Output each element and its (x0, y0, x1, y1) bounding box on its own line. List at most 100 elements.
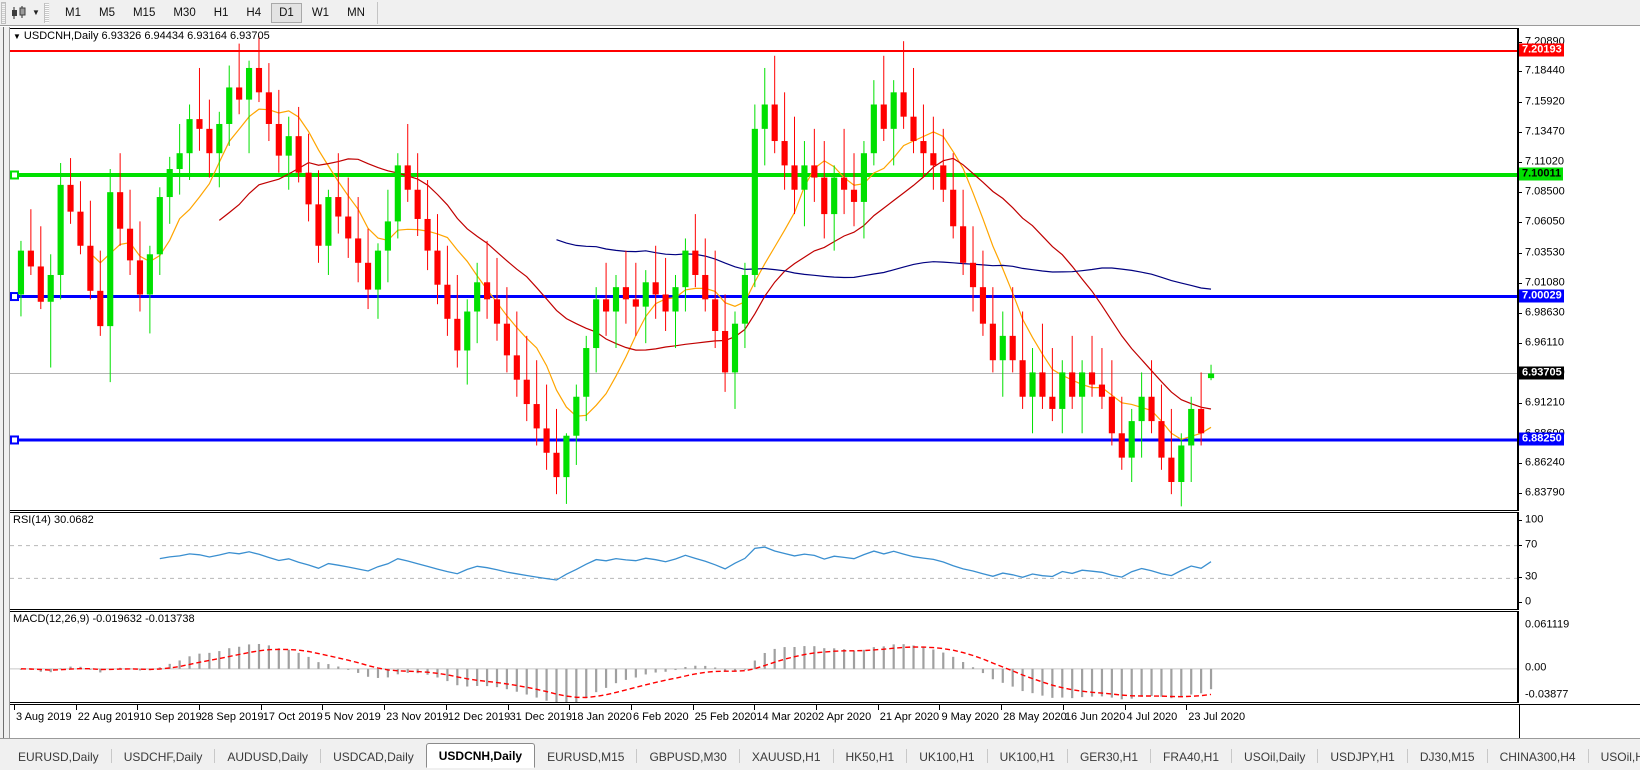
price-tick-label: 7.13470 (1525, 125, 1565, 138)
price-tick (1518, 343, 1522, 345)
pivot-level-tag[interactable]: 7.10011 (1519, 167, 1564, 181)
time-tick-label: 23 Nov 2019 (386, 711, 449, 723)
macd-scale[interactable]: 0.061119 0.00 -0.03877 (1518, 611, 1640, 703)
time-tick-label: 16 Jun 2020 (1064, 711, 1126, 723)
chart-tab-fra40-h1[interactable]: FRA40,H1 (1163, 749, 1220, 764)
support2-level-tag[interactable]: 6.88250 (1519, 432, 1564, 446)
time-axis[interactable]: 3 Aug 2019 22 Aug 2019 10 Sep 2019 28 Sep 2… (10, 704, 1519, 739)
chart-tab-gbpusd-m30[interactable]: GBPUSD,M30 (649, 749, 727, 764)
price-scale[interactable]: 7.20890 7.18440 7.15920 7.13470 7.11020 7.085… (1518, 28, 1640, 511)
chart-tab-uk100-h1[interactable]: UK100,H1 (999, 749, 1055, 764)
line-handle[interactable] (10, 170, 19, 180)
time-tick (1062, 705, 1064, 710)
chevron-down-icon[interactable]: ▼ (32, 8, 40, 17)
time-tick-label: 9 May 2020 (941, 711, 999, 723)
time-tick (507, 705, 509, 710)
chart-tab-usoil-h4[interactable]: USOil,H4 (1600, 749, 1640, 764)
timeframe-button-m30[interactable]: M30 (173, 6, 196, 19)
window-left-rail (0, 27, 10, 739)
price-tick (1518, 192, 1522, 194)
macd-signal-line (20, 646, 1212, 699)
time-tick-label: 31 Dec 2019 (509, 711, 572, 723)
chart-ohlc-label: ▼ USDCNH,Daily 6.93326 6.94434 6.93164 6.… (13, 30, 270, 42)
macd-axis-line (1518, 611, 1519, 703)
chart-tab-hk50-h1[interactable]: HK50,H1 (845, 749, 895, 764)
support-level-tag[interactable]: 7.00029 (1519, 289, 1564, 303)
chart-window: ▼ USDCNH,Daily 6.93326 6.94434 6.93164 6.… (0, 26, 1640, 739)
chart-tab-usdcad-daily[interactable]: USDCAD,Daily (333, 749, 414, 764)
tab-separator (1486, 749, 1488, 763)
timeframe-button-m1[interactable]: M1 (65, 6, 81, 19)
time-tick-label: 21 Apr 2020 (879, 711, 940, 723)
rsi-tick-label: 70 (1525, 538, 1538, 551)
tab-separator (832, 749, 834, 763)
rsi-tick (1518, 577, 1522, 579)
line-handle[interactable] (10, 292, 19, 302)
chart-tab-eurusd-daily[interactable]: EURUSD,Daily (18, 749, 99, 764)
tab-separator (1317, 749, 1319, 763)
current-price-tag[interactable]: 6.93705 (1519, 366, 1564, 380)
chart-tab-usdchf-daily[interactable]: USDCHF,Daily (123, 749, 203, 764)
rsi-chart-canvas[interactable] (10, 513, 1517, 609)
macd-pane[interactable]: MACD(12,26,9) -0.019632 -0.013738 (10, 611, 1518, 703)
price-tick-label: 7.08500 (1525, 185, 1565, 198)
chart-tab-eurusd-m15[interactable]: EURUSD,M15 (547, 749, 625, 764)
price-tick-label: 7.03530 (1525, 246, 1565, 259)
price-tick (1518, 252, 1522, 254)
candlestick-icon[interactable] (8, 2, 30, 24)
chart-tab-usdjpy-h1[interactable]: USDJPY,H1 (1330, 749, 1395, 764)
time-tick (384, 705, 386, 710)
rsi-pane[interactable]: RSI(14) 30.0682 (10, 512, 1518, 610)
rsi-tick-label: 100 (1525, 513, 1544, 526)
toolbar-drag-handle[interactable] (1, 1, 6, 24)
toolbar-separator-end (376, 1, 378, 24)
chart-tab-usdcnh-daily[interactable]: USDCNH,Daily (425, 743, 536, 768)
tab-separator (320, 749, 322, 763)
time-tick (939, 705, 941, 710)
triangle-down-icon[interactable]: ▼ (13, 32, 21, 41)
timeframe-button-h1[interactable]: H1 (213, 6, 229, 19)
tab-separator (1406, 749, 1408, 763)
chart-tab-xauusd-h1[interactable]: XAUUSD,H1 (751, 749, 821, 764)
price-tick-label: 6.96110 (1525, 336, 1564, 349)
macd-chart-canvas[interactable] (10, 612, 1517, 702)
price-pane[interactable]: ▼ USDCNH,Daily 6.93326 6.94434 6.93164 6.… (10, 28, 1518, 511)
timeframe-button-m15[interactable]: M15 (132, 6, 156, 19)
resistance-level-tag[interactable]: 7.20193 (1519, 43, 1564, 57)
time-tick (1124, 705, 1126, 710)
price-tick (1518, 102, 1522, 104)
timeframe-button-m5[interactable]: M5 (98, 6, 115, 19)
price-axis-line (1518, 28, 1519, 511)
time-tick-label: 23 Jul 2020 (1188, 711, 1246, 723)
macd-tick-label: -0.03877 (1525, 688, 1569, 701)
line-handle[interactable] (10, 435, 19, 445)
price-tick-label: 6.98630 (1525, 306, 1565, 319)
chart-tab-audusd-daily[interactable]: AUDUSD,Daily (227, 749, 309, 764)
time-tick-label: 28 May 2020 (1003, 711, 1067, 723)
price-tick-label: 7.06050 (1525, 215, 1565, 228)
price-tick-label: 7.20890 (1525, 35, 1565, 48)
chart-tab-usoil-daily[interactable]: USOil,Daily (1244, 749, 1306, 764)
tab-separator (214, 749, 216, 763)
rsi-scale[interactable]: 100 70 30 0 (1518, 512, 1640, 610)
time-tick (75, 705, 77, 710)
time-tick (260, 705, 262, 710)
price-tick (1518, 131, 1522, 133)
timeframe-button-d1[interactable]: D1 (271, 2, 302, 23)
time-tick-label: 5 Nov 2019 (324, 711, 381, 723)
chart-tab-dj30-m15[interactable]: DJ30,M15 (1419, 749, 1475, 764)
chart-tabs: EURUSD,Daily USDCHF,Daily AUDUSD,Daily USDC… (6, 743, 1640, 770)
chart-tab-ger30-h1[interactable]: GER30,H1 (1079, 749, 1138, 764)
tab-separator (906, 749, 908, 763)
timeframe-button-w1[interactable]: W1 (311, 6, 330, 19)
macd-tick-label: 0.061119 (1525, 618, 1570, 631)
timeframe-button-h4[interactable]: H4 (246, 6, 262, 19)
price-chart-canvas[interactable] (10, 29, 1517, 510)
time-axis-corner (1519, 704, 1640, 739)
time-tick-label: 6 Feb 2020 (632, 711, 689, 723)
chart-tab-uk100-h1[interactable]: UK100,H1 (919, 749, 975, 764)
timeframe-button-mn[interactable]: MN (347, 6, 365, 19)
chart-tab-china300-h4[interactable]: CHINA300,H4 (1499, 749, 1576, 764)
toolbar-separator (44, 2, 50, 23)
time-tick (322, 705, 324, 710)
